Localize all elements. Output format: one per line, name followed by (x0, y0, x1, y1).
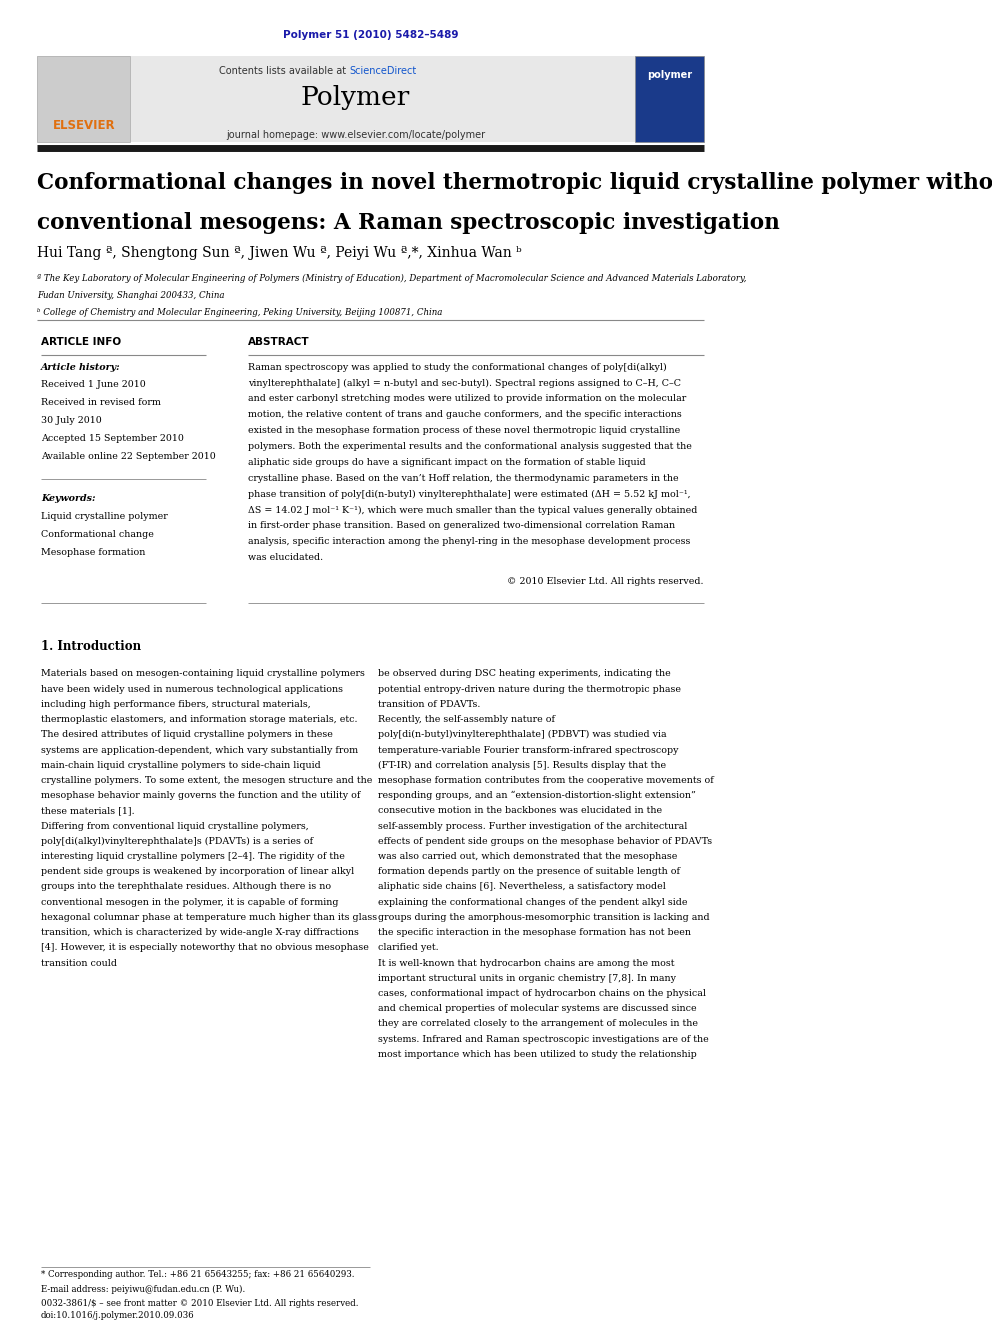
Text: clarified yet.: clarified yet. (378, 943, 438, 953)
Text: thermoplastic elastomers, and information storage materials, etc.: thermoplastic elastomers, and informatio… (41, 716, 357, 724)
Text: these materials [1].: these materials [1]. (41, 807, 134, 815)
Text: mesophase formation contributes from the cooperative movements of: mesophase formation contributes from the… (378, 777, 713, 785)
Text: transition of PDAVTs.: transition of PDAVTs. (378, 700, 480, 709)
Text: crystalline polymers. To some extent, the mesogen structure and the: crystalline polymers. To some extent, th… (41, 777, 372, 785)
Text: hexagonal columnar phase at temperature much higher than its glass: hexagonal columnar phase at temperature … (41, 913, 377, 922)
Text: Differing from conventional liquid crystalline polymers,: Differing from conventional liquid cryst… (41, 822, 309, 831)
Text: Mesophase formation: Mesophase formation (41, 548, 145, 557)
Text: Liquid crystalline polymer: Liquid crystalline polymer (41, 512, 168, 521)
Text: they are correlated closely to the arrangement of molecules in the: they are correlated closely to the arran… (378, 1020, 697, 1028)
Text: Received 1 June 2010: Received 1 June 2010 (41, 381, 146, 389)
Text: polymer: polymer (647, 70, 692, 81)
Text: © 2010 Elsevier Ltd. All rights reserved.: © 2010 Elsevier Ltd. All rights reserved… (507, 577, 703, 586)
Text: temperature-variable Fourier transform-infrared spectroscopy: temperature-variable Fourier transform-i… (378, 746, 679, 754)
Text: Article history:: Article history: (41, 363, 120, 372)
Text: and chemical properties of molecular systems are discussed since: and chemical properties of molecular sys… (378, 1004, 696, 1013)
Text: self-assembly process. Further investigation of the architectural: self-assembly process. Further investiga… (378, 822, 687, 831)
Text: vinylterephthalate] (alkyl = n-butyl and sec-butyl). Spectral regions assigned t: vinylterephthalate] (alkyl = n-butyl and… (248, 378, 682, 388)
Text: (FT-IR) and correlation analysis [5]. Results display that the: (FT-IR) and correlation analysis [5]. Re… (378, 761, 666, 770)
Text: effects of pendent side groups on the mesophase behavior of PDAVTs: effects of pendent side groups on the me… (378, 837, 712, 845)
Text: ELSEVIER: ELSEVIER (53, 119, 115, 132)
Text: journal homepage: www.elsevier.com/locate/polymer: journal homepage: www.elsevier.com/locat… (226, 130, 485, 140)
Text: poly[di(n-butyl)vinylterephthalate] (PDBVT) was studied via: poly[di(n-butyl)vinylterephthalate] (PDB… (378, 730, 667, 740)
Text: in first-order phase transition. Based on generalized two-dimensional correlatio: in first-order phase transition. Based o… (248, 521, 676, 531)
Text: existed in the mesophase formation process of these novel thermotropic liquid cr: existed in the mesophase formation proce… (248, 426, 681, 435)
Text: consecutive motion in the backbones was elucidated in the: consecutive motion in the backbones was … (378, 807, 662, 815)
Text: ScienceDirect: ScienceDirect (349, 66, 417, 77)
Text: the specific interaction in the mesophase formation has not been: the specific interaction in the mesophas… (378, 929, 690, 937)
Text: It is well-known that hydrocarbon chains are among the most: It is well-known that hydrocarbon chains… (378, 959, 675, 967)
Text: Accepted 15 September 2010: Accepted 15 September 2010 (41, 434, 184, 443)
Text: poly[di(alkyl)vinylterephthalate]s (PDAVTs) is a series of: poly[di(alkyl)vinylterephthalate]s (PDAV… (41, 837, 312, 845)
Text: and ester carbonyl stretching modes were utilized to provide information on the : and ester carbonyl stretching modes were… (248, 394, 686, 404)
Text: aliphatic side groups do have a significant impact on the formation of stable li: aliphatic side groups do have a signific… (248, 458, 646, 467)
Text: aliphatic side chains [6]. Nevertheless, a satisfactory model: aliphatic side chains [6]. Nevertheless,… (378, 882, 666, 892)
Text: groups during the amorphous-mesomorphic transition is lacking and: groups during the amorphous-mesomorphic … (378, 913, 709, 922)
Text: phase transition of poly[di(n-butyl) vinylterephthalate] were estimated (ΔH = 5.: phase transition of poly[di(n-butyl) vin… (248, 490, 690, 499)
Text: 1. Introduction: 1. Introduction (41, 640, 141, 654)
Text: mesophase behavior mainly governs the function and the utility of: mesophase behavior mainly governs the fu… (41, 791, 360, 800)
Text: ΔS = 14.02 J mol⁻¹ K⁻¹), which were much smaller than the typical values general: ΔS = 14.02 J mol⁻¹ K⁻¹), which were much… (248, 505, 697, 515)
Text: doi:10.1016/j.polymer.2010.09.036: doi:10.1016/j.polymer.2010.09.036 (41, 1311, 194, 1320)
Text: Contents lists available at: Contents lists available at (219, 66, 346, 77)
Text: E-mail address: peiyiwu@fudan.edu.cn (P. Wu).: E-mail address: peiyiwu@fudan.edu.cn (P.… (41, 1285, 245, 1294)
Text: main-chain liquid crystalline polymers to side-chain liquid: main-chain liquid crystalline polymers t… (41, 761, 320, 770)
Text: conventional mesogen in the polymer, it is capable of forming: conventional mesogen in the polymer, it … (41, 898, 338, 906)
Text: most importance which has been utilized to study the relationship: most importance which has been utilized … (378, 1050, 696, 1058)
Text: have been widely used in numerous technological applications: have been widely used in numerous techno… (41, 685, 342, 693)
Text: transition, which is characterized by wide-angle X-ray diffractions: transition, which is characterized by wi… (41, 929, 359, 937)
Text: ABSTRACT: ABSTRACT (248, 337, 310, 348)
Text: transition could: transition could (41, 959, 117, 967)
Text: Fudan University, Shanghai 200433, China: Fudan University, Shanghai 200433, China (37, 291, 224, 300)
Text: responding groups, and an “extension-distortion-slight extension”: responding groups, and an “extension-dis… (378, 791, 695, 800)
Text: Polymer 51 (2010) 5482–5489: Polymer 51 (2010) 5482–5489 (283, 30, 458, 41)
Text: Materials based on mesogen-containing liquid crystalline polymers: Materials based on mesogen-containing li… (41, 669, 365, 679)
Text: was elucidated.: was elucidated. (248, 553, 323, 562)
Text: systems. Infrared and Raman spectroscopic investigations are of the: systems. Infrared and Raman spectroscopi… (378, 1035, 708, 1044)
Text: systems are application-dependent, which vary substantially from: systems are application-dependent, which… (41, 746, 358, 754)
Text: ᵇ College of Chemistry and Molecular Engineering, Peking University, Beijing 100: ᵇ College of Chemistry and Molecular Eng… (37, 308, 442, 318)
Text: be observed during DSC heating experiments, indicating the: be observed during DSC heating experimen… (378, 669, 671, 679)
Text: including high performance fibers, structural materials,: including high performance fibers, struc… (41, 700, 310, 709)
Text: The desired attributes of liquid crystalline polymers in these: The desired attributes of liquid crystal… (41, 730, 332, 740)
Text: Recently, the self-assembly nature of: Recently, the self-assembly nature of (378, 716, 555, 724)
FancyBboxPatch shape (37, 56, 130, 142)
Text: [4]. However, it is especially noteworthy that no obvious mesophase: [4]. However, it is especially noteworth… (41, 943, 369, 953)
Text: Keywords:: Keywords: (41, 495, 95, 504)
Text: formation depends partly on the presence of suitable length of: formation depends partly on the presence… (378, 868, 680, 876)
Text: Available online 22 September 2010: Available online 22 September 2010 (41, 452, 215, 460)
Text: Polymer: Polymer (301, 85, 410, 110)
Text: potential entropy-driven nature during the thermotropic phase: potential entropy-driven nature during t… (378, 685, 681, 693)
Text: explaining the conformational changes of the pendent alkyl side: explaining the conformational changes of… (378, 898, 687, 906)
Text: conventional mesogens: A Raman spectroscopic investigation: conventional mesogens: A Raman spectrosc… (37, 212, 780, 234)
Text: 0032-3861/$ – see front matter © 2010 Elsevier Ltd. All rights reserved.: 0032-3861/$ – see front matter © 2010 El… (41, 1299, 358, 1308)
Text: * Corresponding author. Tel.: +86 21 65643255; fax: +86 21 65640293.: * Corresponding author. Tel.: +86 21 656… (41, 1270, 354, 1279)
FancyBboxPatch shape (37, 56, 703, 142)
Text: was also carried out, which demonstrated that the mesophase: was also carried out, which demonstrated… (378, 852, 678, 861)
Text: Raman spectroscopy was applied to study the conformational changes of poly[di(al: Raman spectroscopy was applied to study … (248, 363, 667, 372)
Text: motion, the relative content of trans and gauche conformers, and the specific in: motion, the relative content of trans an… (248, 410, 682, 419)
FancyBboxPatch shape (636, 56, 703, 142)
Text: analysis, specific interaction among the phenyl-ring in the mesophase developmen: analysis, specific interaction among the… (248, 537, 690, 546)
Text: pendent side groups is weakened by incorporation of linear alkyl: pendent side groups is weakened by incor… (41, 868, 354, 876)
Text: cases, conformational impact of hydrocarbon chains on the physical: cases, conformational impact of hydrocar… (378, 990, 705, 998)
Text: important structural units in organic chemistry [7,8]. In many: important structural units in organic ch… (378, 974, 676, 983)
Text: Conformational change: Conformational change (41, 531, 154, 540)
Text: Received in revised form: Received in revised form (41, 398, 161, 407)
Text: groups into the terephthalate residues. Although there is no: groups into the terephthalate residues. … (41, 882, 331, 892)
Text: crystalline phase. Based on the van’t Hoff relation, the thermodynamic parameter: crystalline phase. Based on the van’t Ho… (248, 474, 679, 483)
Text: polymers. Both the experimental results and the conformational analysis suggeste: polymers. Both the experimental results … (248, 442, 692, 451)
Text: Hui Tang ª, Shengtong Sun ª, Jiwen Wu ª, Peiyi Wu ª,*, Xinhua Wan ᵇ: Hui Tang ª, Shengtong Sun ª, Jiwen Wu ª,… (37, 246, 522, 261)
Text: Conformational changes in novel thermotropic liquid crystalline polymer without: Conformational changes in novel thermotr… (37, 172, 992, 194)
Text: interesting liquid crystalline polymers [2–4]. The rigidity of the: interesting liquid crystalline polymers … (41, 852, 344, 861)
Text: ª The Key Laboratory of Molecular Engineering of Polymers (Ministry of Education: ª The Key Laboratory of Molecular Engine… (37, 274, 747, 283)
Text: ARTICLE INFO: ARTICLE INFO (41, 337, 121, 348)
Text: 30 July 2010: 30 July 2010 (41, 415, 101, 425)
